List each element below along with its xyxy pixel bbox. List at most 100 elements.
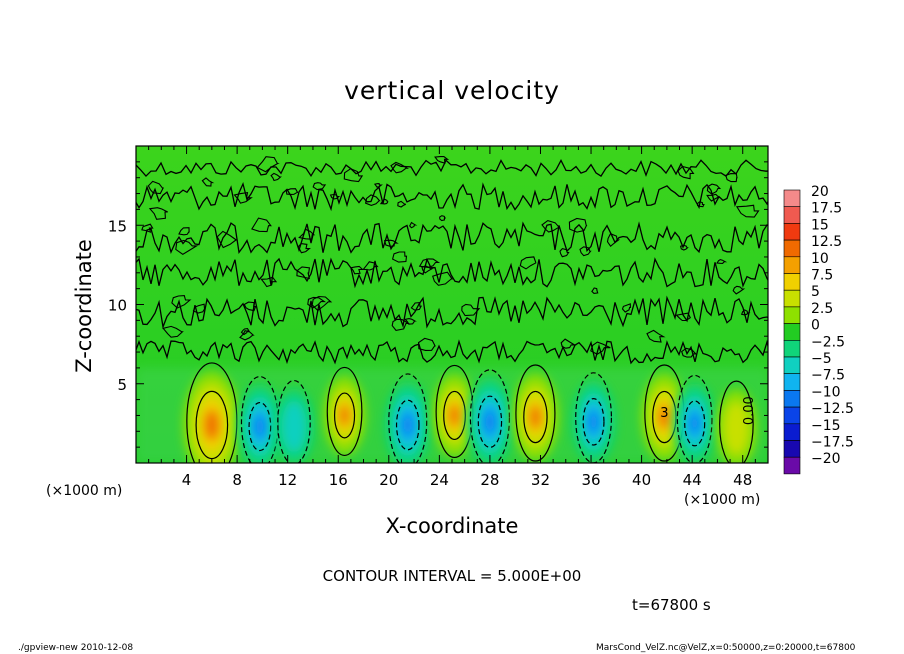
noise-blob xyxy=(171,295,192,309)
x-axis: 4 8 12 16 20 24 28 32 36 40 44 48 xyxy=(148,146,756,489)
noise-blob xyxy=(409,221,418,229)
noise-blob xyxy=(621,303,631,313)
noise-blob xyxy=(233,191,253,204)
noise-blob xyxy=(256,156,280,173)
x-unit-label-right: (×1000 m) xyxy=(684,492,761,508)
y-tick-label: 15 xyxy=(108,217,127,235)
cell-updraft xyxy=(511,364,559,462)
noise-blob xyxy=(147,180,165,195)
noise-blob xyxy=(270,172,282,182)
noise-blob xyxy=(732,285,746,295)
colorbar-label: −17.5 xyxy=(811,435,854,451)
footer-program: ./gpview-new 2010-12-08 xyxy=(18,643,134,653)
noise-blob xyxy=(439,215,447,222)
noise-blob xyxy=(725,173,738,183)
x-tick-label: 40 xyxy=(632,471,651,489)
noise-blob xyxy=(162,325,184,338)
contour-interval-text: CONTOUR INTERVAL = 5.000E+00 xyxy=(322,567,582,585)
cell-downdraft xyxy=(571,372,616,463)
noise-blob xyxy=(434,156,450,164)
noise-blob xyxy=(297,243,311,254)
noise-blob xyxy=(432,271,454,286)
noise-blob xyxy=(568,217,588,233)
noise-blob xyxy=(681,347,698,358)
cell-updraft xyxy=(715,380,758,463)
y-axis: 5 10 15 xyxy=(108,161,768,448)
plot-area: 3 0.00 xyxy=(135,145,769,464)
noise-blob xyxy=(740,309,751,316)
colorbar-swatch xyxy=(783,273,801,291)
noise-blob xyxy=(260,276,278,288)
noise-blob xyxy=(417,337,436,351)
noise-blob xyxy=(579,246,592,257)
noise-blob xyxy=(240,328,250,336)
x-tick-label: 12 xyxy=(278,471,297,489)
noise-blob xyxy=(677,165,695,180)
contour-labels: 3 0.00 xyxy=(660,396,757,425)
cell-downdraft xyxy=(673,374,716,463)
footer-source: MarsCond_VelZ.nc@VelZ,x=0:50000,z=0:2000… xyxy=(596,643,856,653)
x-tick-label: 24 xyxy=(430,471,449,489)
colorbar-swatch xyxy=(783,323,801,341)
noise-blob xyxy=(350,265,364,275)
colorbar-swatch xyxy=(783,373,801,391)
noise-blob xyxy=(646,329,666,343)
colorbar-label: −2.5 xyxy=(811,334,845,350)
x-tick-label: 16 xyxy=(329,471,348,489)
cell-downdraft xyxy=(384,373,431,463)
colorbar-swatch xyxy=(783,423,801,441)
noise-blob xyxy=(404,318,417,325)
colorbar-label: 2.5 xyxy=(811,301,833,317)
x-tick-label: 20 xyxy=(379,471,398,489)
colorbar-label: −10 xyxy=(811,384,841,400)
noise-blob xyxy=(251,217,272,233)
noise-blob xyxy=(716,259,728,264)
noise-blob xyxy=(606,233,621,248)
colorbar-label: 0 xyxy=(811,318,820,334)
noise-blob xyxy=(541,219,561,233)
colorbar-swatch xyxy=(783,189,801,208)
colorbar-label: −20 xyxy=(811,451,841,467)
colorbar-label: −5 xyxy=(811,351,832,367)
colorbar-label: 20 xyxy=(811,184,829,200)
noise-blob xyxy=(397,200,407,208)
cell-updraft xyxy=(432,364,477,459)
colorbar-label: 15 xyxy=(811,217,829,233)
cell-updraft xyxy=(323,366,366,457)
colorbar-swatch xyxy=(783,406,801,425)
y-tick-label: 5 xyxy=(117,376,127,394)
colorbar-swatch xyxy=(783,339,801,358)
noise-contour xyxy=(136,181,768,212)
noise-blob xyxy=(298,228,316,240)
noise-blob xyxy=(735,204,760,218)
x-tick-label: 32 xyxy=(531,471,550,489)
colorbar-label: −7.5 xyxy=(811,368,845,384)
x-unit-label-left: (×1000 m) xyxy=(46,483,123,499)
noise-blob xyxy=(243,301,257,312)
cell-updraft xyxy=(182,362,241,463)
colorbar-swatch xyxy=(783,206,801,224)
noise-blob xyxy=(216,230,239,249)
colorbar-swatch xyxy=(783,256,801,274)
noise-blob xyxy=(706,193,721,202)
noise-blob xyxy=(201,177,215,187)
noise-blob xyxy=(697,201,705,208)
noise-blob xyxy=(706,183,722,195)
noise-contour xyxy=(136,158,768,178)
colorbar: 2017.51512.5107.552.50−2.5−5−7.5−10−12.5… xyxy=(783,184,854,475)
noise-blob xyxy=(141,223,154,233)
noise-blob xyxy=(343,168,364,183)
colorbar-label: 12.5 xyxy=(811,234,842,250)
noise-blob xyxy=(591,287,599,294)
x-tick-label: 4 xyxy=(182,471,192,489)
contour-label: 3 xyxy=(660,406,668,421)
cell-updraft xyxy=(640,364,688,462)
colorbar-label: 7.5 xyxy=(811,268,833,284)
colorbar-swatch xyxy=(783,390,801,408)
colorbar-label: −15 xyxy=(811,418,841,434)
noise-blob xyxy=(379,198,389,205)
colorbar-label: 17.5 xyxy=(811,201,842,217)
contour-label: 0.00 xyxy=(742,396,757,425)
noise-blob xyxy=(192,303,206,314)
